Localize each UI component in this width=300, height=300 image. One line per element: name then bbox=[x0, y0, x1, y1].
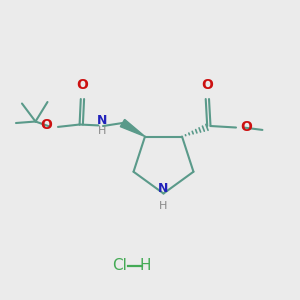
Text: N: N bbox=[158, 182, 169, 196]
Text: Cl: Cl bbox=[112, 258, 128, 273]
Text: N: N bbox=[97, 114, 107, 127]
Text: O: O bbox=[240, 120, 252, 134]
Text: O: O bbox=[76, 78, 88, 92]
Text: O: O bbox=[202, 78, 214, 92]
Text: H: H bbox=[140, 258, 151, 273]
Polygon shape bbox=[120, 119, 145, 136]
Text: O: O bbox=[41, 118, 52, 132]
Text: H: H bbox=[98, 126, 106, 136]
Text: H: H bbox=[159, 201, 168, 211]
